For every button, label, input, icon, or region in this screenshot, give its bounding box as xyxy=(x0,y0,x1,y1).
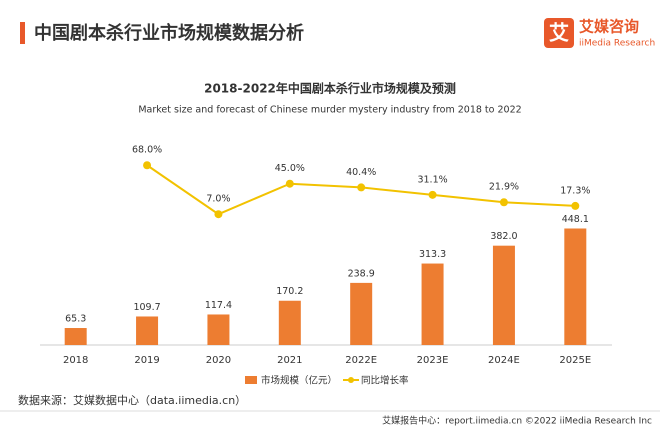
value-label: 65.3 xyxy=(65,314,86,325)
legend-label: 同比增长率 xyxy=(361,375,409,387)
value-label: 170.2 xyxy=(276,286,303,297)
chart-title: 2018-2022年中国剧本杀行业市场规模及预测 xyxy=(204,81,456,96)
value-label: 68.0% xyxy=(132,145,162,156)
bar xyxy=(492,245,515,345)
footer: 艾媒报告中心：report.iimedia.cn ©2022 iiMedia R… xyxy=(382,415,652,427)
logo-sub: iiMedia Research xyxy=(579,39,655,49)
x-tick-label: 2021 xyxy=(277,355,302,366)
x-tick-label: 2020 xyxy=(206,355,231,366)
legend-swatch xyxy=(348,377,354,383)
x-tick-label: 2023E xyxy=(417,355,449,366)
value-label: 313.3 xyxy=(419,249,446,260)
legend-label: 市场规模（亿元） xyxy=(261,375,337,387)
x-tick-label: 2025E xyxy=(559,355,591,366)
bar xyxy=(136,316,159,345)
bar xyxy=(207,314,230,345)
line-point xyxy=(571,201,580,210)
bar xyxy=(350,282,373,345)
value-label: 448.1 xyxy=(562,214,589,225)
value-label: 45.0% xyxy=(275,163,305,174)
bar xyxy=(564,228,587,345)
bar xyxy=(421,263,444,345)
x-tick-label: 2022E xyxy=(345,355,377,366)
line-point xyxy=(499,198,508,207)
source: 数据来源：艾媒数据中心（data.iimedia.cn） xyxy=(18,393,246,407)
chart-subtitle: Market size and forecast of Chinese murd… xyxy=(138,105,521,116)
header-accent xyxy=(20,22,25,44)
x-tick-label: 2018 xyxy=(63,355,88,366)
line-point xyxy=(143,161,152,170)
x-tick-label: 2024E xyxy=(488,355,520,366)
value-label: 238.9 xyxy=(348,268,375,279)
value-label: 382.0 xyxy=(490,231,517,242)
legend-swatch xyxy=(245,376,257,384)
bar xyxy=(64,328,87,345)
value-label: 17.3% xyxy=(560,185,590,196)
header-title: 中国剧本杀行业市场规模数据分析 xyxy=(34,22,304,44)
value-label: 117.4 xyxy=(205,300,232,311)
value-label: 31.1% xyxy=(417,174,447,185)
logo-box xyxy=(544,18,574,48)
bar xyxy=(278,300,301,345)
value-label: 109.7 xyxy=(133,302,160,313)
line-point xyxy=(285,179,294,188)
logo-name: 艾媒咨询 xyxy=(579,18,639,36)
x-tick-label: 2019 xyxy=(134,355,159,366)
value-label: 40.4% xyxy=(346,167,376,178)
logo-mark: 艾 xyxy=(549,21,569,45)
line-point xyxy=(357,183,366,192)
line-point xyxy=(428,190,437,199)
value-label: 21.9% xyxy=(489,182,519,193)
line-point xyxy=(214,210,223,219)
value-label: 7.0% xyxy=(206,194,230,205)
